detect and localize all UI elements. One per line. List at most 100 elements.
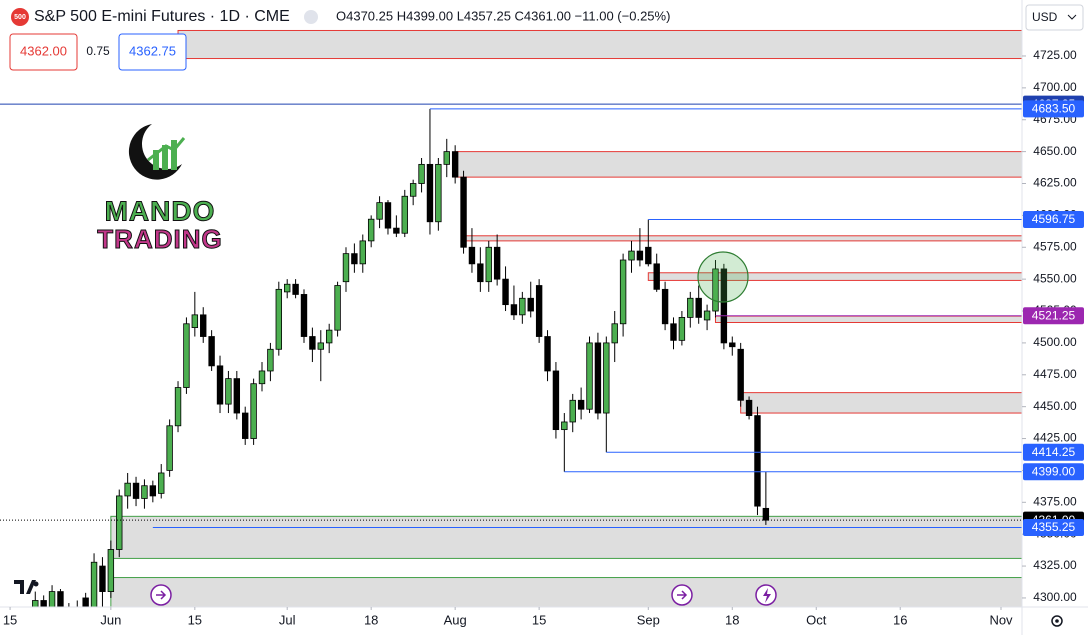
candle-body bbox=[586, 342, 593, 410]
candle-body bbox=[645, 246, 652, 265]
candle-body bbox=[678, 316, 686, 341]
candle-body bbox=[317, 342, 324, 350]
event-icons bbox=[150, 584, 777, 606]
sell-button[interactable] bbox=[9, 33, 78, 71]
candle-body bbox=[99, 565, 106, 592]
logo-moon bbox=[128, 124, 182, 180]
currency-label: USD bbox=[1032, 10, 1058, 24]
y-tick-label: 4625.00 bbox=[1033, 176, 1077, 190]
candle-body bbox=[342, 253, 350, 283]
ohlc-legend: O4370.25 H4399.00 L4357.25 C4361.00 −11.… bbox=[336, 8, 670, 23]
y-tick-label: 4575.00 bbox=[1033, 239, 1077, 253]
price-label-box bbox=[1023, 463, 1084, 481]
candle-body bbox=[737, 348, 744, 401]
x-tick-label: Nov bbox=[989, 612, 1013, 627]
price-label-box bbox=[1023, 518, 1084, 536]
axes: 4300.004325.004350.004375.004400.004425.… bbox=[3, 48, 1084, 627]
candle-body bbox=[107, 549, 115, 592]
candle-body bbox=[258, 370, 266, 385]
price-label: 4414.25 bbox=[1032, 445, 1076, 459]
price-label: 4596.75 bbox=[1032, 212, 1076, 226]
symbol-badge bbox=[11, 8, 29, 26]
price-label-box bbox=[1023, 100, 1084, 118]
x-tick-label: 18 bbox=[364, 612, 378, 627]
candle-body bbox=[544, 336, 551, 372]
eye-icon[interactable] bbox=[304, 10, 318, 24]
event-icon-glyph bbox=[677, 590, 688, 600]
x-tick-label: Jul bbox=[279, 612, 296, 627]
candle-body bbox=[149, 485, 157, 497]
y-tick-label: 4550.00 bbox=[1033, 271, 1077, 285]
chart-title: S&P 500 E-mini Futures · 1D · CME bbox=[34, 8, 290, 25]
candle-body bbox=[166, 425, 173, 471]
zone bbox=[714, 315, 1022, 324]
candle-body bbox=[703, 310, 711, 321]
candle-body bbox=[300, 294, 308, 337]
buy-button[interactable] bbox=[118, 33, 187, 71]
logo-arrow bbox=[147, 137, 186, 162]
candle-body bbox=[762, 507, 770, 521]
candle-body bbox=[577, 399, 585, 410]
currency-dropdown[interactable] bbox=[1025, 4, 1084, 31]
price-label-box bbox=[1023, 211, 1084, 229]
candle-body bbox=[729, 342, 736, 348]
candle-body bbox=[451, 151, 459, 178]
highlight-circle bbox=[697, 251, 749, 303]
x-tick-label: 15 bbox=[3, 612, 17, 627]
symbol-badge-text: 500 bbox=[14, 14, 26, 21]
candle-body bbox=[745, 399, 753, 416]
tv-logo bbox=[14, 580, 39, 594]
candle-body bbox=[527, 297, 534, 312]
candle-body bbox=[401, 195, 408, 234]
candle-body bbox=[561, 421, 568, 431]
y-tick-label: 4450.00 bbox=[1033, 399, 1077, 413]
candle-body bbox=[510, 304, 518, 316]
candle-body bbox=[712, 268, 719, 312]
candle-body bbox=[40, 600, 47, 607]
candle-body bbox=[141, 485, 148, 499]
y-tick-label: 4325.00 bbox=[1033, 558, 1077, 572]
candle-body bbox=[351, 253, 358, 265]
candle-body bbox=[267, 348, 274, 372]
plot-area bbox=[0, 29, 1022, 607]
candle-body bbox=[82, 597, 89, 607]
bid-price: 4362.00 bbox=[20, 43, 67, 58]
event-icon-glyph bbox=[763, 588, 771, 603]
candle-body bbox=[158, 472, 165, 494]
logo-bar bbox=[153, 150, 159, 170]
y-tick-label: 4300.00 bbox=[1033, 590, 1077, 604]
candle-body bbox=[57, 591, 64, 607]
candle-body bbox=[250, 383, 257, 439]
candle-body bbox=[292, 283, 299, 295]
zone bbox=[177, 29, 1022, 60]
x-tick-label: 18 bbox=[725, 612, 739, 627]
candle-body bbox=[191, 314, 199, 329]
candle-body bbox=[116, 495, 123, 550]
zone bbox=[463, 235, 1022, 242]
candle-body bbox=[309, 336, 316, 350]
candle-body bbox=[569, 399, 576, 423]
spread: 0.75 bbox=[86, 44, 110, 58]
zone bbox=[110, 515, 1022, 559]
price-label: 4521.25 bbox=[1032, 308, 1076, 322]
x-tick-label: Oct bbox=[806, 612, 827, 627]
header: 500 S&P 500 E-mini Futures · 1D · CME O4… bbox=[9, 4, 1084, 71]
x-tick-label: 15 bbox=[532, 612, 546, 627]
x-tick-label: 16 bbox=[893, 612, 907, 627]
candle-body bbox=[216, 365, 224, 405]
candle-body bbox=[325, 329, 333, 344]
candle-body bbox=[132, 482, 140, 499]
logo-bar bbox=[162, 145, 168, 170]
candle-body bbox=[284, 283, 291, 293]
candle-body bbox=[225, 378, 232, 405]
event-icon-glyph bbox=[156, 590, 167, 600]
settings-icon[interactable] bbox=[1051, 615, 1063, 627]
candle-body bbox=[275, 288, 283, 350]
candle-body bbox=[359, 240, 366, 265]
price-label: 4399.00 bbox=[1032, 464, 1076, 478]
logo-line1: MANDO bbox=[105, 195, 216, 226]
candle-body bbox=[754, 415, 761, 507]
price-label: 4355.25 bbox=[1032, 520, 1076, 534]
